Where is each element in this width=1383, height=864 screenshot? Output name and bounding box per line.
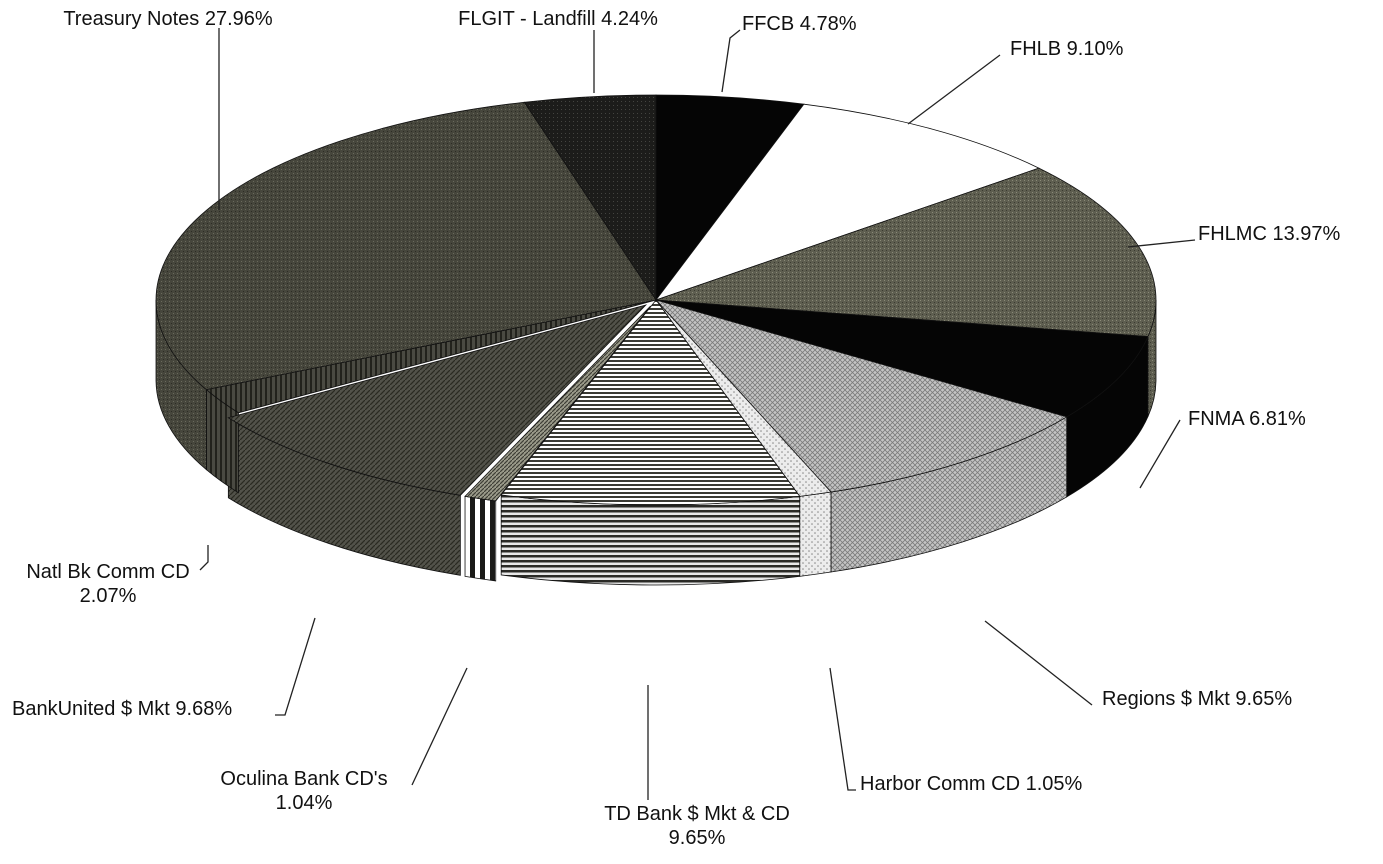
slice-label-line: BankUnited $ Mkt 9.68% [12,698,232,720]
slice-label-line: TD Bank $ Mkt & CD [604,803,790,825]
pie-slice-11 [523,94,657,302]
pie-slice-6 [500,299,801,506]
pie-slice-side-6 [500,494,801,586]
pie-slice-2 [655,167,1157,337]
pie-label-layer: FFCB 4.78% FHLB 9.10% FHLMC 13.97% FNMA 6.8… [12,8,1340,849]
slice-label-line: Treasury Notes 27.96% [63,8,273,30]
slice-label-0: FFCB 4.78% [742,13,857,35]
slice-label-line: Natl Bk Comm CD [26,561,189,583]
pie-slice-3 [655,299,1149,418]
pie-slice-side-7 [464,495,497,582]
pie-slice-8 [227,304,648,496]
slice-label-4: Regions $ Mkt 9.65% [1102,688,1292,710]
pie-slice-10 [155,101,657,391]
slice-label-3: FNMA 6.81% [1188,408,1306,430]
slice-label-5: Harbor Comm CD 1.05% [860,773,1083,795]
slice-label-1: FHLB 9.10% [1010,38,1124,60]
slice-label-line: 2.07% [80,585,137,607]
leader-line-0 [721,29,741,93]
pie-slice-4 [654,299,1068,493]
leader-line-1 [907,54,1001,125]
leader-line-9 [199,545,209,571]
slice-label-line: FHLB 9.10% [1010,38,1124,60]
pie-slice-side-5 [799,491,832,577]
pie-slice-1 [654,103,1040,301]
slice-label-line: FNMA 6.81% [1188,408,1306,430]
leader-line-8 [275,617,316,716]
leader-line-5 [829,667,856,791]
slice-label-8: BankUnited $ Mkt 9.68% [12,698,232,720]
slice-label-11: FLGIT - Landfill 4.24% [458,8,658,30]
slice-label-line: FFCB 4.78% [742,13,857,35]
pie-side-layer [155,299,1157,586]
leader-line-3 [1139,419,1181,489]
slice-label-9: Natl Bk Comm CD 2.07% [26,561,189,607]
slice-label-line: Regions $ Mkt 9.65% [1102,688,1292,710]
slice-label-2: FHLMC 13.97% [1198,223,1340,245]
slice-label-line: FHLMC 13.97% [1198,223,1340,245]
slice-label-10: Treasury Notes 27.96% [63,8,273,30]
pie-slice-7 [464,305,651,502]
slice-label-6: TD Bank $ Mkt & CD 9.65% [604,803,790,849]
leader-line-4 [984,620,1093,706]
slice-label-7: Oculina Bank CD's 1.04% [220,768,387,814]
pie-top-layer [155,94,1157,506]
leader-line-7 [411,667,468,786]
slice-label-line: Harbor Comm CD 1.05% [860,773,1083,795]
slice-label-line: FLGIT - Landfill 4.24% [458,8,658,30]
slice-label-line: 9.65% [669,827,726,849]
leader-line-2 [1127,239,1196,248]
slice-label-line: Oculina Bank CD's [220,768,387,790]
pie-slice-0 [655,94,805,302]
slice-label-line: 1.04% [276,792,333,814]
